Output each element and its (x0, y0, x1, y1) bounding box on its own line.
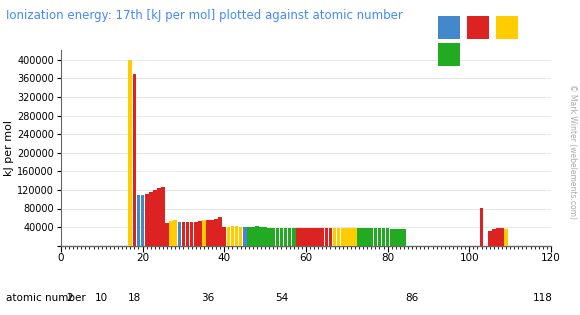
Bar (333, 228, 336, 246)
Bar (206, 220, 210, 246)
Bar (263, 227, 267, 246)
Bar (267, 228, 271, 246)
Bar (218, 217, 222, 246)
Bar (296, 228, 300, 246)
Bar (235, 226, 238, 246)
Bar (133, 74, 136, 246)
Bar (259, 227, 263, 246)
Bar (369, 228, 373, 246)
Bar (349, 228, 353, 246)
Bar (312, 228, 316, 246)
Bar (255, 226, 259, 246)
Y-axis label: kJ per mol: kJ per mol (4, 120, 15, 176)
Bar (337, 228, 340, 246)
Text: Ionization energy: 17th [kJ per mol] plotted against atomic number: Ionization energy: 17th [kJ per mol] plo… (6, 9, 403, 22)
Bar (173, 220, 177, 246)
Bar (300, 228, 304, 246)
Bar (202, 220, 206, 246)
Bar (320, 228, 324, 246)
Bar (365, 228, 369, 246)
Bar (186, 221, 189, 246)
Bar (243, 227, 246, 246)
Bar (394, 229, 398, 246)
Bar (402, 229, 406, 246)
Bar (316, 228, 320, 246)
Text: 118: 118 (533, 293, 553, 303)
Bar (492, 229, 496, 246)
Bar (357, 228, 361, 246)
Bar (194, 221, 198, 246)
Text: 18: 18 (128, 293, 141, 303)
Bar (276, 228, 279, 246)
Bar (500, 228, 504, 246)
Bar (325, 228, 328, 246)
Bar (210, 220, 214, 246)
Text: © Mark Winter (webelements.com): © Mark Winter (webelements.com) (568, 84, 577, 219)
Bar (504, 229, 508, 246)
Bar (292, 228, 296, 246)
Bar (222, 227, 226, 246)
Bar (378, 228, 381, 246)
Bar (386, 228, 390, 246)
Bar (398, 229, 402, 246)
Bar (145, 194, 148, 246)
Bar (488, 231, 492, 246)
Bar (284, 228, 287, 246)
Text: 54: 54 (275, 293, 288, 303)
Bar (153, 190, 157, 246)
Bar (231, 226, 234, 246)
Text: 2: 2 (66, 293, 72, 303)
Bar (157, 188, 161, 246)
Bar (353, 228, 357, 246)
Bar (271, 228, 275, 246)
Text: 10: 10 (95, 293, 108, 303)
Bar (214, 219, 218, 246)
Bar (227, 227, 230, 246)
Bar (329, 228, 332, 246)
Bar (239, 227, 242, 246)
Bar (149, 192, 153, 246)
Bar (247, 227, 251, 246)
Bar (288, 228, 292, 246)
Bar (251, 227, 255, 246)
Bar (480, 208, 483, 246)
Text: 86: 86 (405, 293, 419, 303)
Bar (129, 60, 132, 246)
Bar (341, 228, 345, 246)
Bar (141, 195, 144, 246)
Bar (361, 228, 365, 246)
Bar (382, 228, 385, 246)
Bar (165, 223, 169, 246)
Bar (169, 221, 173, 246)
Bar (280, 228, 283, 246)
Bar (304, 228, 308, 246)
Bar (137, 196, 140, 246)
Bar (198, 221, 202, 246)
Text: 36: 36 (201, 293, 215, 303)
Bar (182, 221, 185, 246)
Bar (496, 228, 500, 246)
Bar (345, 228, 349, 246)
Bar (308, 228, 312, 246)
Bar (177, 222, 181, 246)
Bar (161, 187, 165, 246)
Bar (374, 228, 377, 246)
Text: atomic number: atomic number (6, 293, 86, 303)
Bar (390, 229, 394, 246)
Bar (190, 221, 194, 246)
